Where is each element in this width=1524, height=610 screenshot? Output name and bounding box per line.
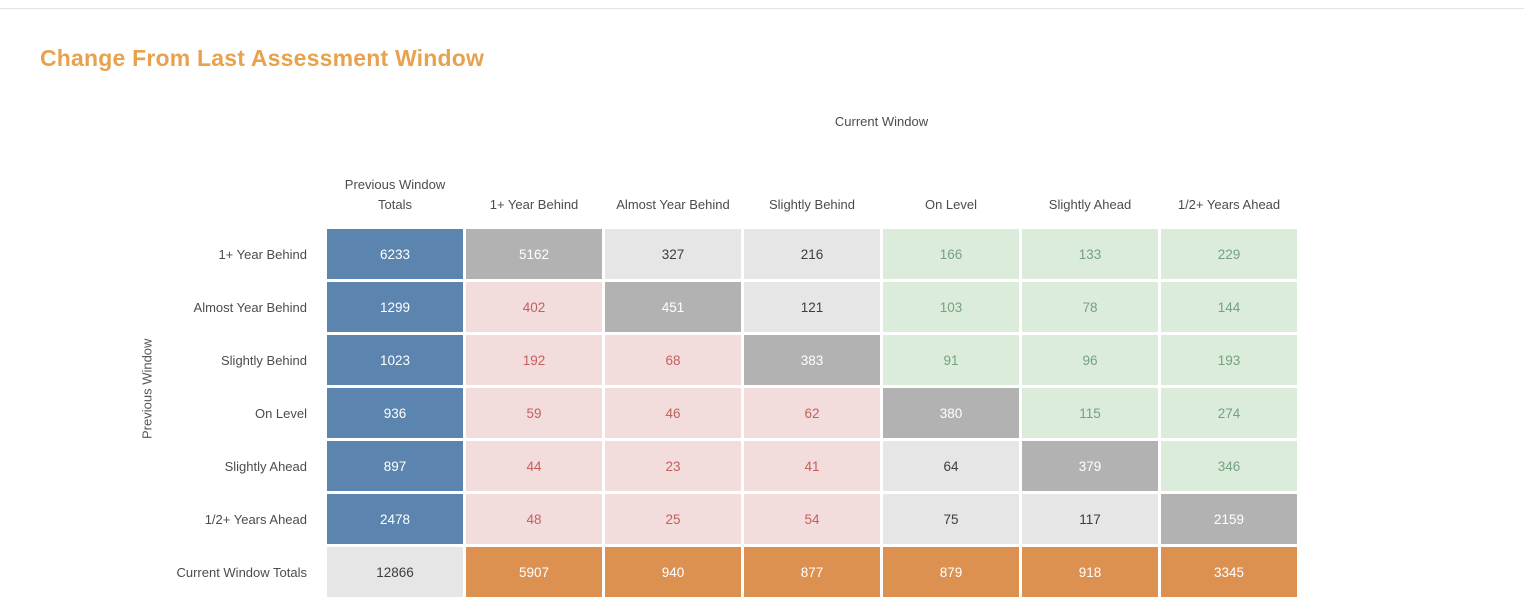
column-header-0: Previous Window Totals bbox=[344, 177, 446, 212]
transition-matrix-chart: Current Window Previous Window Totals 1+ … bbox=[127, 114, 1307, 597]
page-title: Change From Last Assessment Window bbox=[40, 45, 485, 71]
matrix-cell-r5-c3: 54 bbox=[744, 494, 880, 544]
x-axis-label: Current Window bbox=[834, 114, 929, 129]
matrix-cell-r5-c0: 2478 bbox=[327, 494, 463, 544]
matrix-cell-r1-c4: 103 bbox=[883, 282, 1019, 332]
matrix-cell-r5-c1: 48 bbox=[466, 494, 602, 544]
matrix-cell-r6-c5: 918 bbox=[1022, 547, 1158, 597]
matrix-cell-r1-c5: 78 bbox=[1022, 282, 1158, 332]
matrix-cell-r2-c1: 192 bbox=[466, 335, 602, 385]
matrix-cell-r2-c2: 68 bbox=[605, 335, 741, 385]
matrix-cell-r4-c5: 379 bbox=[1022, 441, 1158, 491]
matrix-cell-r1-c2: 451 bbox=[605, 282, 741, 332]
matrix-grid: Previous Window Totals 1+ Year Behind Almo… bbox=[127, 156, 1307, 597]
matrix-cell-r5-c2: 25 bbox=[605, 494, 741, 544]
matrix-cell-r3-c2: 46 bbox=[605, 388, 741, 438]
matrix-cell-r2-c0: 1023 bbox=[327, 335, 463, 385]
matrix-cell-r6-c1: 5907 bbox=[466, 547, 602, 597]
row-label-2: Slightly Behind bbox=[221, 352, 307, 368]
matrix-cell-r2-c6: 193 bbox=[1161, 335, 1297, 385]
matrix-cell-r0-c3: 216 bbox=[744, 229, 880, 279]
matrix-cell-r3-c4: 380 bbox=[883, 388, 1019, 438]
row-label-0: 1+ Year Behind bbox=[218, 246, 307, 262]
matrix-cell-r2-c4: 91 bbox=[883, 335, 1019, 385]
matrix-cell-r1-c3: 121 bbox=[744, 282, 880, 332]
matrix-cell-r5-c6: 2159 bbox=[1161, 494, 1297, 544]
matrix-cell-r0-c2: 327 bbox=[605, 229, 741, 279]
matrix-cell-r2-c3: 383 bbox=[744, 335, 880, 385]
matrix-cell-r3-c3: 62 bbox=[744, 388, 880, 438]
matrix-cell-r0-c1: 5162 bbox=[466, 229, 602, 279]
matrix-cell-r3-c0: 936 bbox=[327, 388, 463, 438]
matrix-cell-r3-c5: 115 bbox=[1022, 388, 1158, 438]
matrix-cell-r1-c6: 144 bbox=[1161, 282, 1297, 332]
matrix-cell-r4-c6: 346 bbox=[1161, 441, 1297, 491]
matrix-cell-r1-c1: 402 bbox=[466, 282, 602, 332]
column-header-1: 1+ Year Behind bbox=[489, 196, 579, 212]
matrix-cell-r4-c3: 41 bbox=[744, 441, 880, 491]
top-divider bbox=[0, 8, 1524, 9]
row-label-1: Almost Year Behind bbox=[193, 299, 307, 315]
matrix-cell-r5-c4: 75 bbox=[883, 494, 1019, 544]
matrix-cell-r0-c6: 229 bbox=[1161, 229, 1297, 279]
row-label-6: Current Window Totals bbox=[176, 564, 307, 580]
matrix-cell-r6-c4: 879 bbox=[883, 547, 1019, 597]
column-header-2: Almost Year Behind bbox=[616, 196, 730, 212]
matrix-corner-cell bbox=[127, 156, 324, 226]
matrix-cell-r6-c2: 940 bbox=[605, 547, 741, 597]
column-header-6: 1/2+ Years Ahead bbox=[1177, 196, 1281, 212]
y-axis-label: Previous Window bbox=[139, 338, 155, 439]
matrix-cell-r1-c0: 1299 bbox=[327, 282, 463, 332]
row-label-4: Slightly Ahead bbox=[224, 458, 307, 474]
column-header-3: Slightly Behind bbox=[769, 196, 855, 212]
matrix-cell-r3-c6: 274 bbox=[1161, 388, 1297, 438]
row-label-5: 1/2+ Years Ahead bbox=[204, 511, 307, 527]
matrix-cell-r3-c1: 59 bbox=[466, 388, 602, 438]
row-label-3: On Level bbox=[254, 405, 307, 421]
matrix-cell-r6-c3: 877 bbox=[744, 547, 880, 597]
matrix-cell-r0-c5: 133 bbox=[1022, 229, 1158, 279]
matrix-cell-r4-c4: 64 bbox=[883, 441, 1019, 491]
column-header-4: On Level bbox=[924, 196, 978, 212]
matrix-cell-r4-c0: 897 bbox=[327, 441, 463, 491]
matrix-cell-r2-c5: 96 bbox=[1022, 335, 1158, 385]
matrix-cell-r4-c1: 44 bbox=[466, 441, 602, 491]
matrix-cell-r6-c6: 3345 bbox=[1161, 547, 1297, 597]
matrix-cell-r5-c5: 117 bbox=[1022, 494, 1158, 544]
matrix-cell-r6-c0: 12866 bbox=[327, 547, 463, 597]
matrix-cell-r4-c2: 23 bbox=[605, 441, 741, 491]
matrix-cell-r0-c0: 6233 bbox=[327, 229, 463, 279]
matrix-cell-r0-c4: 166 bbox=[883, 229, 1019, 279]
column-header-5: Slightly Ahead bbox=[1048, 196, 1132, 212]
